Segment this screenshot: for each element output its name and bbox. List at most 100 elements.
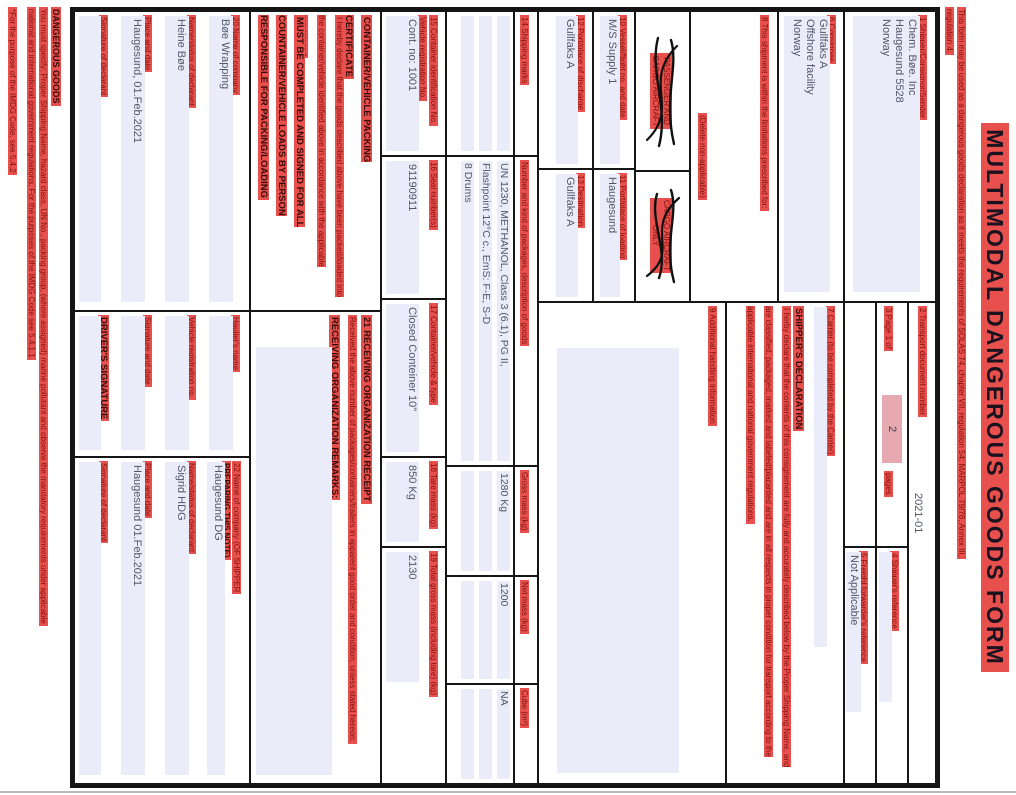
box14-desc-header-cell: Number and kind of packages, description…: [513, 155, 539, 467]
box11-input[interactable]: Haugesund: [600, 174, 620, 297]
box22-company-input[interactable]: Haugesund DG: [207, 462, 225, 775]
port-discharge-value: Gullfaks A: [564, 19, 576, 69]
box19-total-gross-mass: 19 Total gross mass (including tare) (kg…: [380, 546, 447, 785]
must-be-completed-text: MUST BE COMPLETED AND SIGNED FOR ALL COU…: [258, 15, 305, 228]
box14-cube-body-cell: NA: [445, 683, 515, 785]
desc-header: Number and kind of packages, description…: [520, 160, 529, 347]
box4-input[interactable]: [879, 552, 892, 702]
port-loading-value: Haugesund: [606, 177, 618, 234]
box18-tare-mass: 18 Tare mass (kg) 850 Kg: [380, 456, 447, 548]
gross-input-2[interactable]: [479, 471, 492, 571]
desc-input-3[interactable]: 8 Drums: [461, 161, 474, 461]
consignee-country: Norway: [791, 19, 803, 57]
box18-input[interactable]: 850 Kg: [386, 462, 419, 542]
marks-input-3[interactable]: [461, 16, 474, 151]
box17-input[interactable]: Closed Conteiner 10": [386, 304, 419, 452]
box3-pages-label: pages: [884, 471, 893, 497]
freight-forwarder-value: Not Applicable: [848, 555, 860, 626]
net-input-1[interactable]: 1200: [497, 581, 510, 679]
box7-input[interactable]: [814, 307, 827, 647]
net-input-3[interactable]: [461, 581, 474, 679]
cube-value: NA: [498, 691, 510, 706]
cube-input-3[interactable]: [461, 689, 474, 779]
haulier-name-input[interactable]: [209, 316, 233, 450]
imdg-footnote: *For the purpose of the IMDG Code, see 5…: [8, 7, 17, 175]
box15-input[interactable]: Cont. no: 1001: [386, 16, 419, 151]
box14-gross-body-cell: 1280 Kg: [445, 465, 515, 577]
box22-place-input[interactable]: Haugesund 01.Feb.2021: [121, 462, 145, 775]
box14-cube-header-cell: Cube (m³): [513, 683, 539, 785]
goods-description-line3: 8 Drums: [462, 163, 474, 203]
box20-place-input[interactable]: Haugesund, 01.Feb.2021: [121, 16, 145, 302]
box5-input[interactable]: Not Applicable: [846, 552, 861, 712]
box14-net-header-cell: Net mass (kg): [513, 575, 539, 685]
total-gross-mass-value: 2130: [406, 555, 418, 580]
form-header: MULTIMODAL DANGEROUS GOODS FORM: [981, 0, 1009, 795]
box21-remarks-input[interactable]: [256, 347, 332, 775]
vehicle-registration-input[interactable]: [165, 316, 189, 450]
box6-input[interactable]: Gullfaks A Offshore facility Norway: [784, 16, 830, 292]
box20-company-input[interactable]: Bøe Wrapping: [209, 16, 233, 302]
box10-input[interactable]: M/S Supply 1: [600, 16, 620, 164]
container-id-value: Cont. no: 1001: [406, 19, 418, 92]
preparer-company-value: Haugesund DG: [212, 465, 224, 541]
container-type-value: Closed Conteiner 10": [406, 307, 418, 412]
packing-certificate-cell: CONTAINER/VEHICLE PACKING CERTIFICATE I …: [249, 10, 382, 312]
dangerous-goods-note-line2: national and international government re…: [27, 7, 36, 360]
goods-description-line1: UN 1230, METHANOL, Class 3 (6.1), PG II,: [498, 163, 510, 367]
box12-input[interactable]: Gullfaks A: [556, 16, 578, 164]
cube-input-2[interactable]: [479, 689, 492, 779]
box7-label: 7 Carrier (to be completed by the Carrie…: [826, 306, 835, 457]
box21-receiving-receipt: 21 RECEIVING ORGANIZATION RECEIPT Receiv…: [249, 310, 382, 785]
page-count-input[interactable]: 2: [882, 395, 902, 463]
desc-input-1[interactable]: UN 1230, METHANOL, Class 3 (6.1), PG II,: [497, 161, 510, 461]
box8-limitations: 8 This shipment is within the limitation…: [634, 10, 779, 303]
box20-declarant-input[interactable]: Heine Bøe: [165, 16, 189, 302]
packer-place-value: Haugesund, 01.Feb.2021: [131, 19, 143, 144]
box9-input[interactable]: [557, 348, 679, 773]
box4-shippers-reference: 4 Shipper's reference: [875, 546, 909, 785]
consignee-facility: Offshore facility: [804, 19, 816, 95]
cube-input-1[interactable]: NA: [497, 689, 510, 779]
box22-shipper-column: 22 Name of company (OF SHIPPER PREPARING…: [73, 456, 251, 785]
box15-container-id: 15 Container identification No. Vehicle …: [380, 10, 447, 157]
net-input-2[interactable]: [479, 581, 492, 679]
cube-header: Cube (m³): [520, 688, 529, 729]
box12-port-discharge: 12 Port/place of discharge Gullfaks A: [537, 10, 594, 170]
box14-label: 14 Shipping marks: [520, 15, 529, 86]
option-passenger-cargo-aircraft: PASSENGER AND CARGO AIRCRAFT: [634, 12, 691, 172]
intro-note-line2: regulation 4.: [945, 7, 954, 56]
box1-input[interactable]: Chem. Bøe. Inc Haugesund 5528 Norway: [853, 16, 920, 292]
shippers-declaration-text: I herby declare that the contents of thi…: [746, 306, 791, 768]
box13-input[interactable]: Gullfaks A: [556, 174, 578, 297]
preparer-declarant-value: Sigrid HDG: [175, 465, 187, 521]
net-mass-value: 1200: [498, 583, 510, 607]
box14-marks-header-cell: 14 Shipping marks: [513, 10, 539, 157]
gross-input-3[interactable]: [461, 471, 474, 571]
gross-input-1[interactable]: 1280 Kg: [497, 471, 510, 571]
desc-input-2[interactable]: Flashpoint 12°C c., EmS: F-E, S-D: [479, 161, 492, 461]
signature-date-input[interactable]: [121, 316, 145, 450]
marks-input-2[interactable]: [479, 16, 492, 151]
box5-freight-forwarder-reference: 5 Freight forwarder's reference Not Appl…: [843, 546, 877, 785]
box14-gross-header-cell: Gross mass (kg): [513, 465, 539, 577]
box16-input[interactable]: 91190911: [386, 161, 419, 294]
box20-signature-input[interactable]: [79, 16, 101, 302]
form-grid: 1 Shipper/Consignor/Sender Chem. Bøe. In…: [70, 7, 940, 788]
marks-input-1[interactable]: [497, 16, 510, 151]
box16-label: 16 Seal number(s): [429, 160, 438, 230]
shipper-country: Norway: [880, 19, 892, 57]
box22-declarant-input[interactable]: Sigrid HDG: [165, 462, 189, 775]
haulier-column: Haulier's name Vehicle registration no. …: [73, 310, 251, 458]
gross-mass-header: Gross mass (kg): [520, 470, 529, 533]
box9-additional-handling: 9 Additional handling information: [537, 301, 727, 785]
box14-marks-body-cell: [445, 10, 515, 157]
box9-label: 9 Additional handling information: [708, 306, 717, 426]
box11-port-loading: 11 Port/place of loading Haugesund: [592, 168, 636, 303]
box19-label: 19 Total gross mass (including tare) (kg…: [429, 551, 438, 698]
box19-input[interactable]: 2130: [386, 552, 419, 682]
drivers-signature-input[interactable]: [79, 316, 101, 450]
page-edge-line: [0, 791, 1016, 793]
delete-non-applicable-note: (Delete non-applicable): [698, 113, 707, 200]
box22-signature-input[interactable]: [79, 462, 101, 775]
